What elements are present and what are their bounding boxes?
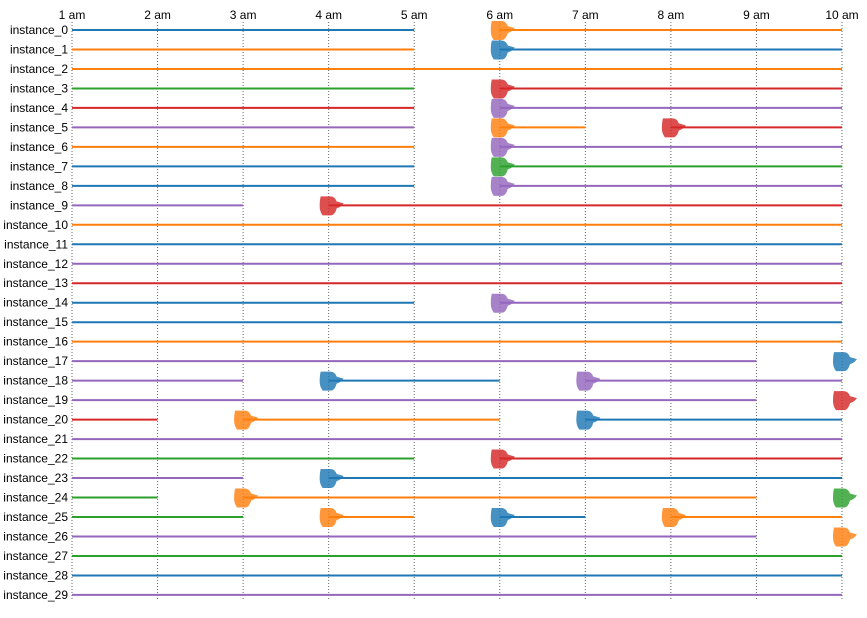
x-tick-label: 4 am [315,8,342,22]
instance-row: instance_26 [3,527,857,547]
state-change-marker [490,137,515,157]
instance-label: instance_11 [4,237,68,251]
instance-label: instance_15 [3,315,68,329]
instance-label: instance_26 [3,529,68,543]
state-change-marker [490,449,515,469]
instance-row: instance_11 [4,237,842,251]
instance-row: instance_12 [3,257,842,271]
instance-row: instance_0 [10,21,842,40]
instance-label: instance_10 [3,218,68,232]
state-change-marker [319,508,344,527]
instance-label: instance_20 [3,413,68,427]
state-change-marker [319,469,344,489]
instance-row: instance_28 [3,568,842,582]
instance-row: instance_8 [10,176,842,196]
instance-row: instance_6 [10,137,842,157]
instance-label: instance_8 [10,179,68,193]
instance-row: instance_1 [10,40,842,60]
instance-row: instance_18 [3,371,842,391]
instance-label: instance_23 [3,471,68,485]
state-change-marker [576,410,601,430]
instance-row: instance_23 [3,469,842,489]
instance-label: instance_9 [10,198,68,212]
instance-label: instance_13 [3,276,68,290]
instance-row: instance_20 [3,410,842,430]
x-tick-label: 6 am [486,8,513,22]
instance-label: instance_14 [3,296,68,310]
state-change-marker [490,508,515,527]
instance-label: instance_2 [10,62,68,76]
state-change-marker [234,410,259,430]
instance-row: instance_29 [3,588,842,602]
instance-row: instance_10 [3,218,842,232]
instance-row: instance_15 [3,315,842,329]
state-change-marker [490,21,515,40]
instance-label: instance_5 [10,120,68,134]
state-change-marker [833,488,857,508]
instance-row: instance_13 [3,276,842,290]
instance-label: instance_18 [3,374,68,388]
instance-label: instance_19 [3,393,68,407]
instance-label: instance_12 [3,257,68,271]
instance-label: instance_17 [3,354,68,368]
instance-label: instance_0 [10,23,68,37]
instance-label: instance_4 [10,101,68,115]
x-tick-label: 9 am [743,8,770,22]
state-change-marker [661,118,686,138]
x-tick-label: 1 am [59,8,86,22]
state-change-marker [833,352,857,372]
instance-label: instance_3 [10,81,68,95]
instance-row: instance_14 [3,293,842,313]
instance-row: instance_7 [10,157,842,177]
x-tick-label: 8 am [658,8,685,22]
instance-label: instance_24 [3,491,68,505]
instance-label: instance_25 [3,510,68,524]
state-change-marker [490,157,515,177]
state-change-marker [234,488,259,508]
instance-label: instance_29 [3,588,68,602]
state-change-marker [319,196,344,216]
state-change-marker [576,371,601,391]
instance-label: instance_21 [3,432,68,446]
state-change-marker [490,118,515,138]
state-change-marker [661,508,686,527]
x-tick-label: 7 am [572,8,599,22]
x-tick-label: 5 am [401,8,428,22]
state-change-marker [833,391,857,411]
instance-row: instance_5 [10,118,842,138]
instance-label: instance_7 [10,159,68,173]
instance-row: instance_9 [10,196,842,216]
state-change-marker [490,40,515,60]
state-change-marker [490,98,515,118]
state-change-marker [319,371,344,391]
instance-label: instance_28 [3,568,68,582]
x-tick-label: 3 am [230,8,257,22]
instance-label: instance_16 [3,335,68,349]
instance-rows: instance_0 instance_1 instance_2 instance_3… [3,21,857,602]
instance-row: instance_2 [10,62,842,76]
instance-row: instance_24 [3,488,857,508]
state-change-marker [490,293,515,313]
instance-label: instance_27 [3,549,68,563]
state-change-marker [490,79,515,99]
state-change-marker [490,176,515,196]
instance-label: instance_22 [3,452,68,466]
x-tick-label: 2 am [144,8,171,22]
x-axis: 1 am 2 am 3 am 4 am 5 am 6 am 7 am 8 am 9 am 10 a… [59,8,859,22]
state-change-marker [833,527,857,547]
instance-label: instance_6 [10,140,68,154]
instance-label: instance_1 [10,42,68,56]
instance-row: instance_21 [3,432,842,446]
instance-row: instance_27 [3,549,842,563]
x-tick-label: 10 am [825,8,858,22]
instance-row: instance_19 [3,391,857,411]
instance-row: instance_3 [10,79,842,99]
instance-row: instance_22 [3,449,842,469]
instance-row: instance_4 [10,98,842,118]
instance-row: instance_17 [3,352,857,372]
instance-row: instance_16 [3,335,842,349]
instance-row: instance_25 [3,508,842,527]
